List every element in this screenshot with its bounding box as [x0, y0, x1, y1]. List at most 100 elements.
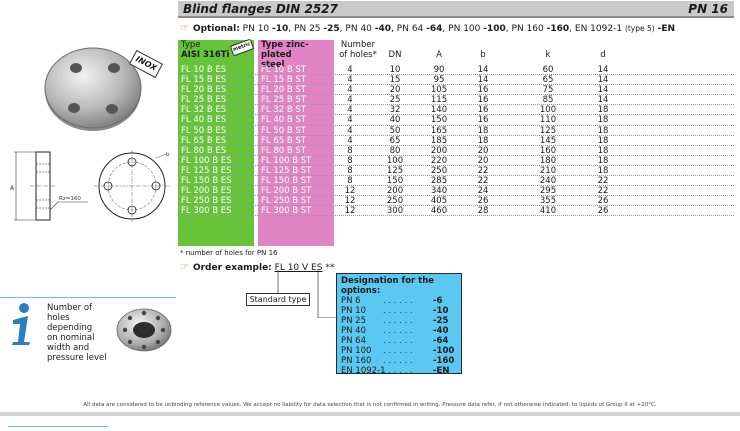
cell-k: 410: [539, 206, 557, 217]
cell-dn: 80: [389, 145, 401, 156]
cell-es: FL 40 B ES: [181, 115, 227, 126]
option-line: PN 160 . . . . . . . . . . . . -160: [341, 356, 457, 366]
options-title: Designation for the options:: [341, 276, 435, 296]
cell-dn: 50: [389, 125, 401, 136]
option-line: PN 40 . . . . . . . . . . . . -40: [341, 326, 457, 336]
option-leader-dots: . . . . . . . . . . . .: [383, 316, 415, 326]
cell-b: 22: [477, 176, 489, 187]
cell-k: 85: [542, 95, 554, 106]
cell-a: 285: [430, 176, 448, 187]
cell-es: FL 15 B ES: [181, 75, 227, 86]
cell-holes: 12: [344, 206, 356, 217]
optional-item: PN 160 -160,: [511, 24, 573, 34]
cell-holes: 8: [347, 176, 353, 187]
cell-es: FL 25 B ES: [181, 95, 227, 106]
flange-photo: [44, 47, 142, 131]
cell-holes: 4: [347, 75, 353, 86]
cell-k: 60: [542, 65, 554, 75]
cell-es: FL 50 B ES: [181, 125, 227, 136]
option-suffix: -64: [433, 336, 449, 346]
cell-a: 115: [430, 95, 448, 106]
cell-d: 14: [597, 95, 609, 106]
option-suffix: -25: [433, 316, 449, 326]
dimension-b-label: b: [166, 152, 170, 158]
cell-a: 460: [430, 206, 448, 217]
footnote: * number of holes for PN 16: [180, 249, 278, 257]
cell-b: 16: [477, 95, 489, 106]
page-title: Blind flanges DIN 2527: [183, 2, 338, 16]
cell-b: 14: [477, 75, 489, 86]
optional-item: PN 64 -64,: [396, 24, 446, 34]
cell-es: FL 100 B ES: [181, 155, 232, 166]
option-suffix: -6: [433, 296, 443, 306]
table-row: FL 15 B ES FL 15 B ST 4 15 95 14 65 14: [178, 75, 734, 86]
table-row: FL 80 B ES FL 80 B ST 8 80 200 20 160 18: [178, 146, 734, 156]
option-line: PN 10 . . . . . . . . . . . . -10: [341, 306, 457, 316]
cell-holes: 4: [347, 85, 353, 96]
cell-dn: 150: [386, 176, 404, 187]
cell-b: 20: [477, 155, 489, 166]
option-suffix: -160: [433, 356, 455, 366]
table-row: FL 250 B ES FL 250 B ST 12 250 405 26 355 26: [178, 196, 734, 207]
cell-b: 20: [477, 145, 489, 156]
cell-holes: 8: [347, 165, 353, 176]
cell-d: 18: [597, 125, 609, 136]
optional-item: PN 25 -25,: [294, 24, 343, 34]
option-suffix: -100: [433, 346, 455, 356]
cell-st: FL 250 B ST: [261, 196, 312, 207]
technical-drawing: A Rz=160 b: [10, 150, 170, 222]
cell-st: FL 300 B ST: [261, 206, 312, 217]
cell-a: 185: [430, 135, 448, 146]
option-label: PN 10: [341, 306, 367, 316]
option-label: PN 40: [341, 326, 367, 336]
option-label: PN 160: [341, 356, 372, 366]
table-row: FL 40 B ES FL 40 B ST 4 40 150 16 110 18: [178, 115, 734, 126]
optional-item: PN 10 -10,: [242, 24, 292, 34]
cell-k: 100: [539, 105, 557, 116]
option-label: PN 64: [341, 336, 367, 346]
optional-item: EN 1092-1 (type 5) -EN: [574, 24, 675, 34]
header-dn: DN: [388, 50, 402, 60]
cell-st: FL 65 B ST: [261, 135, 306, 146]
option-leader-dots: . . . . . . . . . . . .: [383, 336, 415, 346]
table-row: FL 32 B ES FL 32 B ST 4 32 140 16 100 18: [178, 105, 734, 116]
cell-a: 150: [430, 115, 448, 126]
roughness-label: Rz=160: [59, 196, 81, 202]
cell-b: 14: [477, 65, 489, 75]
cell-k: 180: [539, 155, 557, 166]
option-line: EN 1092-1. . . . . . . . . . . . -EN: [341, 366, 457, 376]
cell-b: 24: [477, 186, 489, 197]
cell-d: 18: [597, 155, 609, 166]
cell-dn: 300: [386, 206, 404, 217]
order-stars: **: [325, 263, 335, 273]
header-b: b: [480, 50, 486, 60]
cell-d: 18: [597, 165, 609, 176]
order-connectors: [277, 270, 336, 318]
cell-dn: 10: [389, 65, 401, 75]
cell-a: 340: [430, 186, 448, 197]
option-leader-dots: . . . . . . . . . . . .: [383, 356, 415, 366]
cell-k: 145: [539, 135, 557, 146]
cell-es: FL 32 B ES: [181, 105, 227, 116]
cell-st: FL 150 B ST: [261, 176, 312, 187]
cell-b: 26: [477, 196, 489, 207]
pointing-hand-icon: ☞: [180, 23, 189, 34]
cell-holes: 4: [347, 105, 353, 116]
info-icon: [12, 303, 30, 345]
cell-es: FL 80 B ES: [181, 145, 227, 156]
cell-es: FL 125 B ES: [181, 165, 232, 176]
cell-holes: 4: [347, 135, 353, 146]
cell-d: 26: [597, 196, 609, 207]
disclaimer: All data are considered to be unbinding …: [83, 402, 657, 408]
option-leader-dots: . . . . . . . . . . . .: [383, 296, 415, 306]
cell-a: 95: [433, 75, 445, 86]
page-header: Blind flanges DIN 2527 PN 16: [178, 1, 734, 18]
header-a: A: [436, 50, 442, 60]
cell-dn: 100: [386, 155, 404, 166]
option-line: PN 64 . . . . . . . . . . . . -64: [341, 336, 457, 346]
cell-k: 75: [542, 85, 554, 96]
cell-a: 140: [430, 105, 448, 116]
cell-d: 18: [597, 105, 609, 116]
table-row: FL 25 B ES FL 25 B ST 4 25 115 16 85 14: [178, 95, 734, 106]
cell-dn: 15: [389, 75, 401, 86]
